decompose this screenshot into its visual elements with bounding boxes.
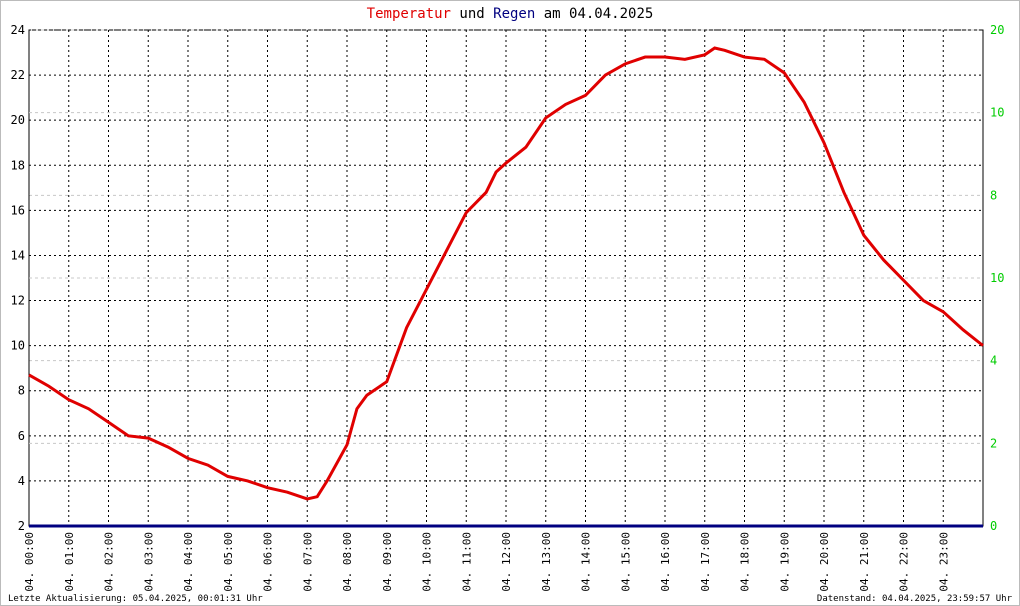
title-temp: Temperatur bbox=[367, 6, 451, 22]
x-tick-label: 04. 05:00 bbox=[222, 532, 235, 592]
x-tick-label: 04. 07:00 bbox=[301, 532, 314, 592]
x-tick-label: 04. 13:00 bbox=[540, 532, 553, 592]
title-regen: Regen bbox=[493, 6, 535, 22]
y2-tick-label: 2 bbox=[990, 436, 997, 450]
x-tick-label: 04. 16:00 bbox=[659, 532, 672, 592]
y2-tick-label: 20 bbox=[990, 23, 1004, 37]
x-tick-label: 04. 03:00 bbox=[142, 532, 155, 592]
y-tick-label: 6 bbox=[18, 429, 25, 443]
y2-tick-label: 10 bbox=[990, 271, 1004, 285]
footer-left: Letzte Aktualisierung: 05.04.2025, 00:01… bbox=[8, 594, 263, 604]
y-tick-label: 16 bbox=[11, 203, 25, 217]
plot-area bbox=[28, 29, 984, 527]
x-tick-label: 04. 12:00 bbox=[500, 532, 513, 592]
y-tick-label: 20 bbox=[11, 113, 25, 127]
footer-right: Datenstand: 04.04.2025, 23:59:57 Uhr bbox=[817, 594, 1013, 604]
y-tick-label: 2 bbox=[18, 519, 25, 533]
x-tick-label: 04. 22:00 bbox=[898, 532, 911, 592]
x-tick-label: 04. 19:00 bbox=[778, 532, 791, 592]
title-und: und bbox=[459, 6, 484, 22]
x-tick-label: 04. 23:00 bbox=[937, 532, 950, 592]
y2-tick-label: 8 bbox=[990, 188, 997, 202]
series-line bbox=[28, 46, 984, 501]
y-tick-label: 14 bbox=[11, 248, 25, 262]
x-tick-label: 04. 08:00 bbox=[341, 532, 354, 592]
x-tick-label: 04. 10:00 bbox=[421, 532, 434, 592]
x-tick-label: 04. 14:00 bbox=[580, 532, 593, 592]
y2-tick-label: 4 bbox=[990, 354, 997, 368]
x-tick-label: 04. 15:00 bbox=[619, 532, 632, 592]
title-date: am 04.04.2025 bbox=[544, 6, 654, 22]
y-tick-label: 22 bbox=[11, 68, 25, 82]
x-tick-label: 04. 01:00 bbox=[63, 532, 76, 592]
y-tick-label: 24 bbox=[11, 23, 25, 37]
x-tick-label: 04. 11:00 bbox=[460, 532, 473, 592]
y-tick-label: 4 bbox=[18, 474, 25, 488]
y-tick-label: 10 bbox=[11, 339, 25, 353]
y-tick-label: 12 bbox=[11, 294, 25, 308]
x-tick-label: 04. 02:00 bbox=[103, 532, 116, 592]
x-tick-label: 04. 17:00 bbox=[699, 532, 712, 592]
y2-tick-label: 10 bbox=[990, 106, 1004, 120]
y2-tick-label: 0 bbox=[990, 519, 997, 533]
x-tick-label: 04. 06:00 bbox=[262, 532, 275, 592]
chart-title: Temperatur und Regen am 04.04.2025 bbox=[367, 6, 654, 22]
x-tick-label: 04. 00:00 bbox=[23, 532, 36, 592]
x-tick-label: 04. 04:00 bbox=[182, 532, 195, 592]
y-tick-label: 8 bbox=[18, 384, 25, 398]
x-tick-label: 04. 09:00 bbox=[381, 532, 394, 592]
x-tick-label: 04. 18:00 bbox=[739, 532, 752, 592]
x-tick-label: 04. 20:00 bbox=[818, 532, 831, 592]
x-tick-label: 04. 21:00 bbox=[858, 532, 871, 592]
y-tick-label: 18 bbox=[11, 158, 25, 172]
